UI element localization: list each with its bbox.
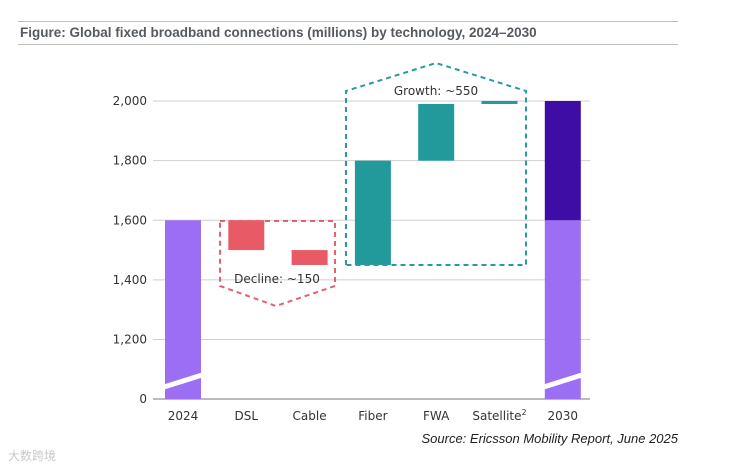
y-tick-label: 1,200 (113, 333, 147, 347)
y-tick-label: 1,800 (113, 154, 147, 168)
bar-fiber (354, 160, 391, 265)
bar-2030-growth (544, 101, 581, 221)
x-tick-label: 2024 (168, 409, 199, 423)
y-tick-label: 1,600 (113, 213, 147, 227)
bar-fwa (418, 103, 455, 161)
axis-break-mark (163, 372, 203, 390)
x-tick-label: 2030 (548, 409, 579, 423)
bar-2030-base (544, 220, 581, 399)
bar-2024 (165, 220, 201, 399)
bar-dsl (228, 220, 265, 251)
decline-callout-label: Decline: ~150 (234, 272, 320, 286)
title-bottom-rule (18, 44, 678, 45)
growth-callout-label: Growth: ~550 (394, 84, 478, 98)
axis-break-mark (543, 372, 583, 390)
growth-callout-outline (345, 61, 527, 266)
watermark-text: 大数跨境 (8, 449, 57, 463)
x-tick-label: Satellite2 (472, 408, 526, 423)
y-tick-label: 0 (139, 392, 147, 406)
x-tick-label: Fiber (358, 409, 387, 423)
x-tick-label: DSL (235, 409, 259, 423)
source-note: Source: Ericsson Mobility Report, June 2… (421, 431, 678, 446)
y-tick-label: 1,400 (113, 273, 147, 287)
bar-cable (291, 250, 328, 265)
figure-title: Figure: Global fixed broadband connectio… (20, 25, 537, 40)
title-top-rule (18, 21, 678, 22)
bar-satellite (481, 101, 518, 104)
x-tick-label: Cable (293, 409, 327, 423)
y-tick-label: 2,000 (113, 94, 147, 108)
x-tick-label: FWA (423, 409, 450, 423)
decline-callout-outline (219, 220, 336, 308)
